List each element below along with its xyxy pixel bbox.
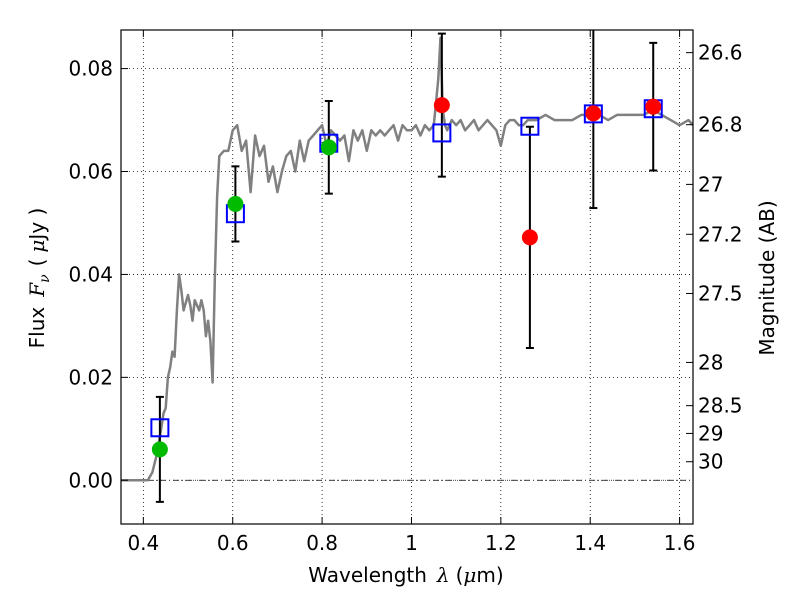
grid xyxy=(121,30,693,524)
x-axis-title: Wavelength λ (μm) xyxy=(308,563,503,587)
y2-tick-label: 28.5 xyxy=(698,394,743,418)
y-axis-title: FluxFν(μJy ) xyxy=(25,208,53,349)
observed-point xyxy=(433,97,450,114)
observed-point xyxy=(151,441,168,458)
y2-tick-label: 28 xyxy=(698,350,723,374)
x-tick-label: 0.6 xyxy=(217,531,249,555)
y2-tick-labels: 26.6 26.8 27 27.2 27.5 28 28.5 29 30 xyxy=(698,41,743,474)
y2-tick-label: 30 xyxy=(698,450,723,474)
y-tick-labels: 0.00 0.02 0.04 0.06 0.08 xyxy=(68,57,113,493)
y-tick-label: 0.08 xyxy=(68,57,113,81)
x-tick-label: 1.2 xyxy=(485,531,517,555)
y2-tick-label: 27.2 xyxy=(698,222,743,246)
y2-tick-label: 26.8 xyxy=(698,113,743,137)
y2-tick-label: 29 xyxy=(698,421,723,445)
model-photometry-square xyxy=(432,123,452,143)
x-tick-labels: 0.4 0.6 0.8 1 1.2 1.4 1.6 xyxy=(127,531,695,555)
y2-tick-label: 27 xyxy=(698,172,723,196)
observed-point xyxy=(645,98,662,115)
observed-point xyxy=(585,105,602,122)
axis-ticks xyxy=(121,30,693,524)
x-tick-label: 1.6 xyxy=(664,531,696,555)
y-tick-label: 0.00 xyxy=(68,468,113,492)
observed-point xyxy=(521,229,538,246)
x-tick-label: 0.4 xyxy=(127,531,159,555)
x-tick-label: 0.8 xyxy=(306,531,338,555)
y2-axis-title: Magnitude (AB) xyxy=(755,200,779,355)
y-tick-label: 0.02 xyxy=(68,365,113,389)
observed-point xyxy=(320,139,337,156)
model-photometry-markers xyxy=(150,99,663,438)
y-tick-label: 0.04 xyxy=(68,262,113,286)
observed-point xyxy=(227,195,244,212)
plot-frame xyxy=(120,29,694,525)
observed-photometry-markers xyxy=(151,97,662,458)
model-photometry-square xyxy=(520,116,540,136)
x-tick-label: 1.4 xyxy=(574,531,606,555)
model-photometry-square xyxy=(150,418,170,438)
plot-content xyxy=(121,30,693,503)
y2-tick-label: 26.6 xyxy=(698,41,743,65)
model-spectrum-line xyxy=(121,36,693,482)
y-tick-label: 0.06 xyxy=(68,160,113,184)
x-tick-label: 1 xyxy=(405,531,418,555)
y2-tick-label: 27.5 xyxy=(698,281,743,305)
